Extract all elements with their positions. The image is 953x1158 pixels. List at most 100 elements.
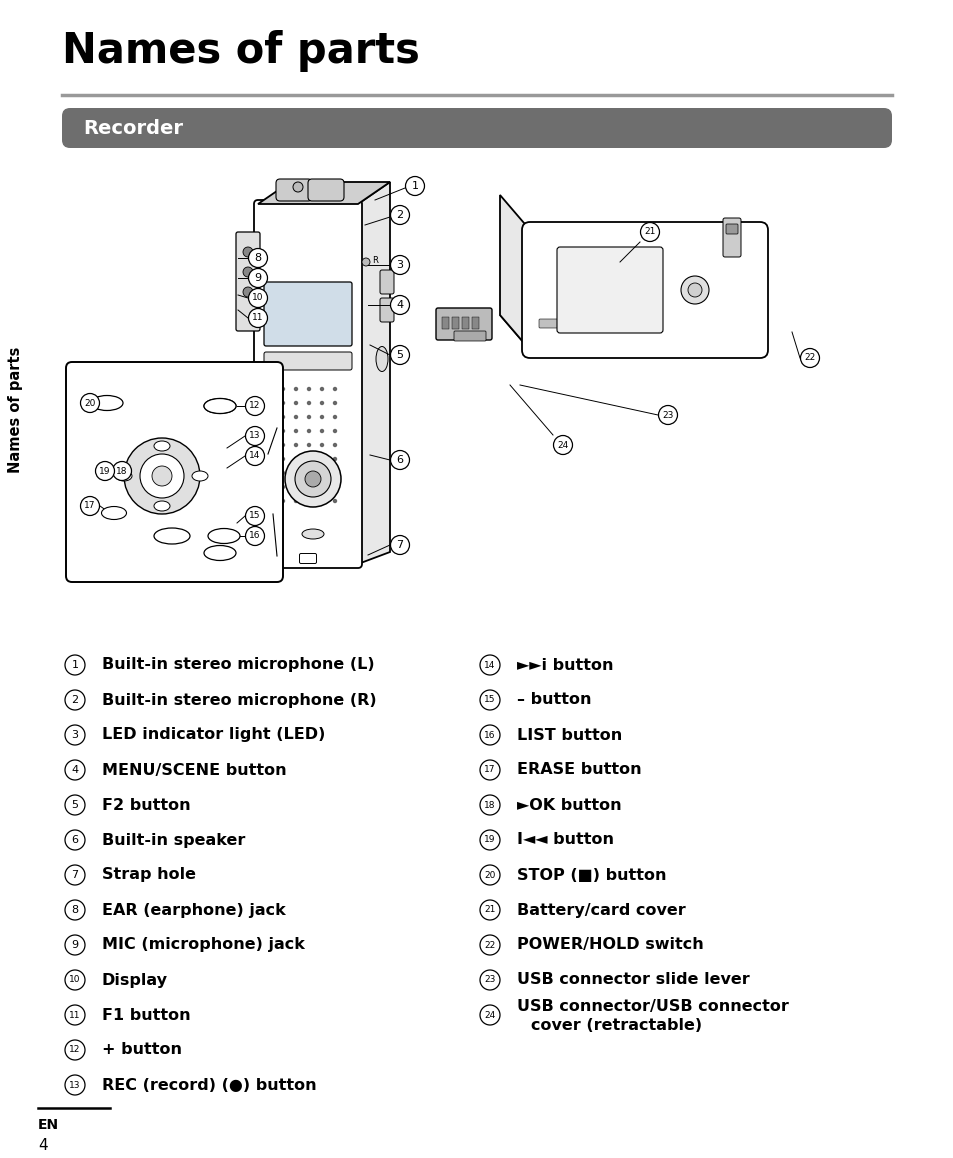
Text: 7: 7 bbox=[71, 870, 78, 880]
Text: – button: – button bbox=[517, 692, 591, 708]
Circle shape bbox=[280, 415, 285, 419]
Text: 15: 15 bbox=[249, 512, 260, 520]
Text: F1 button: F1 button bbox=[102, 1007, 191, 1023]
Circle shape bbox=[479, 1005, 499, 1025]
Circle shape bbox=[243, 287, 253, 296]
Circle shape bbox=[280, 387, 285, 391]
FancyBboxPatch shape bbox=[379, 270, 394, 294]
Circle shape bbox=[294, 415, 298, 419]
Circle shape bbox=[280, 442, 285, 447]
Polygon shape bbox=[499, 195, 530, 350]
Text: 1: 1 bbox=[71, 660, 78, 670]
Bar bbox=[461, 317, 469, 329]
Text: 1: 1 bbox=[411, 181, 418, 191]
Circle shape bbox=[268, 499, 272, 504]
Circle shape bbox=[479, 725, 499, 745]
FancyBboxPatch shape bbox=[264, 352, 352, 371]
Circle shape bbox=[65, 655, 85, 675]
Circle shape bbox=[307, 387, 311, 391]
Circle shape bbox=[245, 506, 264, 526]
Text: MIC (microphone) jack: MIC (microphone) jack bbox=[102, 938, 305, 953]
Ellipse shape bbox=[101, 506, 127, 520]
Ellipse shape bbox=[153, 441, 170, 450]
Text: Battery/card cover: Battery/card cover bbox=[517, 902, 685, 917]
Circle shape bbox=[65, 725, 85, 745]
Text: Strap hole: Strap hole bbox=[102, 867, 195, 882]
Bar bbox=[472, 317, 478, 329]
Circle shape bbox=[333, 415, 336, 419]
Circle shape bbox=[268, 415, 272, 419]
Text: STOP (■) button: STOP (■) button bbox=[517, 867, 666, 882]
Text: MENU/SCENE button: MENU/SCENE button bbox=[102, 762, 286, 777]
Text: 4: 4 bbox=[71, 765, 78, 775]
Circle shape bbox=[294, 461, 331, 497]
Circle shape bbox=[307, 499, 311, 504]
Circle shape bbox=[280, 401, 285, 405]
Circle shape bbox=[294, 401, 298, 405]
Circle shape bbox=[248, 308, 267, 328]
Text: 23: 23 bbox=[661, 410, 673, 419]
Circle shape bbox=[319, 401, 324, 405]
Text: cover (retractable): cover (retractable) bbox=[531, 1018, 701, 1033]
FancyBboxPatch shape bbox=[725, 223, 738, 234]
Ellipse shape bbox=[153, 528, 190, 544]
Circle shape bbox=[479, 796, 499, 815]
Circle shape bbox=[319, 415, 324, 419]
Text: 13: 13 bbox=[249, 432, 260, 440]
Circle shape bbox=[245, 396, 264, 416]
Circle shape bbox=[268, 456, 272, 461]
Circle shape bbox=[65, 760, 85, 780]
Circle shape bbox=[307, 485, 311, 489]
Polygon shape bbox=[357, 182, 390, 564]
Circle shape bbox=[307, 456, 311, 461]
Text: 3: 3 bbox=[396, 261, 403, 270]
Text: LIST button: LIST button bbox=[517, 727, 621, 742]
FancyBboxPatch shape bbox=[588, 318, 608, 328]
Circle shape bbox=[65, 1075, 85, 1095]
Circle shape bbox=[268, 485, 272, 489]
Circle shape bbox=[280, 456, 285, 461]
Circle shape bbox=[390, 535, 409, 555]
Text: 22: 22 bbox=[484, 940, 496, 950]
Text: 2: 2 bbox=[396, 210, 403, 220]
FancyBboxPatch shape bbox=[66, 362, 283, 582]
Text: 9: 9 bbox=[71, 940, 78, 950]
Text: F2 button: F2 button bbox=[102, 798, 191, 813]
Text: 18: 18 bbox=[116, 467, 128, 476]
FancyBboxPatch shape bbox=[253, 200, 361, 569]
Circle shape bbox=[294, 456, 298, 461]
Circle shape bbox=[479, 970, 499, 990]
Text: 18: 18 bbox=[484, 800, 496, 809]
Text: 19: 19 bbox=[99, 467, 111, 476]
Text: 23: 23 bbox=[484, 975, 496, 984]
Bar bbox=[452, 317, 458, 329]
Circle shape bbox=[280, 471, 285, 475]
Circle shape bbox=[293, 182, 303, 192]
Text: 11: 11 bbox=[252, 314, 263, 322]
Circle shape bbox=[639, 222, 659, 242]
Text: Recorder: Recorder bbox=[83, 118, 183, 138]
Circle shape bbox=[333, 456, 336, 461]
Text: 9: 9 bbox=[254, 273, 261, 283]
Circle shape bbox=[658, 405, 677, 425]
Circle shape bbox=[294, 428, 298, 433]
Circle shape bbox=[112, 462, 132, 481]
Text: Names of parts: Names of parts bbox=[62, 30, 419, 72]
Circle shape bbox=[479, 690, 499, 710]
FancyBboxPatch shape bbox=[722, 218, 740, 257]
Circle shape bbox=[687, 283, 701, 296]
Circle shape bbox=[95, 462, 114, 481]
FancyBboxPatch shape bbox=[454, 331, 485, 340]
Circle shape bbox=[405, 176, 424, 196]
Circle shape bbox=[294, 499, 298, 504]
FancyBboxPatch shape bbox=[538, 318, 558, 328]
FancyBboxPatch shape bbox=[264, 283, 352, 346]
Circle shape bbox=[319, 485, 324, 489]
Text: 8: 8 bbox=[254, 252, 261, 263]
Circle shape bbox=[65, 970, 85, 990]
Circle shape bbox=[319, 471, 324, 475]
FancyBboxPatch shape bbox=[557, 247, 662, 334]
Circle shape bbox=[479, 830, 499, 850]
Circle shape bbox=[319, 428, 324, 433]
Text: LED indicator light (LED): LED indicator light (LED) bbox=[102, 727, 325, 742]
